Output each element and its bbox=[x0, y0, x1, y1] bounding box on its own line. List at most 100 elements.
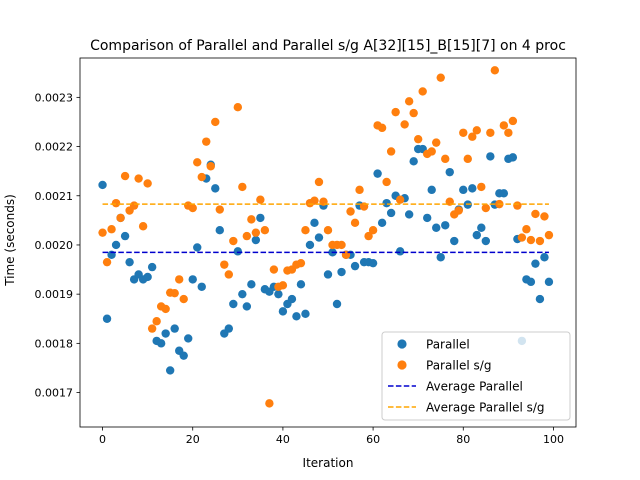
point-parallel bbox=[310, 218, 319, 228]
point-parallel bbox=[184, 334, 193, 343]
point-parallel bbox=[296, 280, 306, 289]
point-parallel-s-g bbox=[468, 132, 477, 141]
point-parallel-s-g bbox=[247, 215, 256, 224]
point-parallel bbox=[125, 257, 134, 267]
point-parallel-s-g bbox=[517, 233, 527, 242]
point-parallel-s-g bbox=[161, 304, 170, 314]
point-parallel-s-g bbox=[301, 226, 310, 235]
point-parallel bbox=[377, 218, 387, 228]
point-parallel-s-g bbox=[355, 185, 364, 195]
point-parallel-s-g bbox=[206, 162, 215, 171]
point-parallel bbox=[292, 312, 301, 321]
point-parallel bbox=[544, 277, 554, 287]
point-parallel-s-g bbox=[193, 158, 202, 167]
point-parallel bbox=[193, 243, 202, 252]
point-parallel bbox=[337, 267, 346, 277]
point-parallel bbox=[251, 235, 261, 245]
point-parallel-s-g bbox=[544, 230, 554, 240]
point-parallel-s-g bbox=[490, 66, 500, 75]
point-parallel-s-g bbox=[486, 128, 495, 137]
point-parallel-s-g bbox=[296, 258, 306, 268]
point-parallel bbox=[278, 307, 288, 316]
point-parallel-s-g bbox=[116, 213, 125, 223]
point-parallel-s-g bbox=[499, 121, 509, 130]
point-parallel-s-g bbox=[179, 294, 188, 304]
point-parallel-s-g bbox=[238, 182, 247, 192]
y-tick-label: 0.0021 bbox=[35, 190, 74, 203]
point-parallel bbox=[468, 184, 477, 193]
point-parallel-s-g bbox=[526, 235, 536, 245]
point-parallel-s-g bbox=[472, 126, 481, 135]
point-parallel-s-g bbox=[477, 182, 486, 192]
point-parallel bbox=[436, 253, 445, 262]
point-parallel bbox=[409, 157, 418, 166]
point-parallel-s-g bbox=[175, 275, 184, 284]
point-parallel bbox=[450, 236, 459, 246]
point-parallel bbox=[427, 185, 436, 195]
point-parallel bbox=[161, 329, 170, 338]
x-tick-label: 0 bbox=[99, 433, 106, 446]
point-parallel-s-g bbox=[395, 195, 405, 204]
point-parallel-s-g bbox=[134, 174, 143, 183]
point-parallel bbox=[526, 277, 536, 287]
y-tick-label: 0.0019 bbox=[35, 288, 74, 301]
point-parallel-s-g bbox=[269, 265, 279, 274]
point-parallel-s-g bbox=[152, 317, 161, 326]
point-parallel-s-g bbox=[323, 226, 333, 235]
point-parallel bbox=[229, 299, 238, 309]
point-parallel bbox=[481, 236, 491, 246]
legend: Parallel Parallel s/g Average Parallel Aver… bbox=[381, 331, 571, 421]
point-parallel bbox=[441, 221, 450, 230]
y-tick-label: 0.0023 bbox=[35, 91, 74, 104]
point-parallel bbox=[305, 240, 315, 250]
point-parallel bbox=[459, 185, 468, 195]
point-parallel-s-g bbox=[377, 123, 387, 133]
point-parallel-s-g bbox=[211, 117, 220, 127]
point-parallel-s-g bbox=[147, 324, 157, 333]
y-tick-label: 0.0017 bbox=[35, 387, 74, 400]
point-parallel bbox=[238, 289, 247, 299]
x-tick-label: 80 bbox=[456, 433, 470, 446]
point-parallel bbox=[535, 294, 545, 304]
point-parallel-s-g bbox=[215, 205, 224, 214]
point-parallel bbox=[432, 223, 441, 232]
point-parallel bbox=[143, 272, 152, 282]
point-parallel bbox=[256, 213, 265, 223]
point-parallel-s-g bbox=[143, 179, 152, 188]
point-parallel bbox=[508, 153, 518, 162]
point-parallel-s-g bbox=[265, 399, 274, 408]
legend-marker bbox=[397, 360, 407, 370]
point-parallel bbox=[147, 262, 157, 272]
point-parallel-s-g bbox=[386, 147, 396, 156]
point-parallel bbox=[373, 169, 382, 178]
point-parallel-s-g bbox=[233, 103, 243, 112]
point-parallel-s-g bbox=[129, 201, 139, 210]
point-parallel bbox=[188, 275, 197, 284]
point-parallel bbox=[211, 184, 220, 193]
point-parallel-s-g bbox=[242, 231, 252, 241]
point-parallel-s-g bbox=[522, 225, 531, 234]
plot-area: 0 20 40 60 80 100 0.0017 0.0018 0.0019 0.0020 0.00… bbox=[35, 57, 577, 446]
point-parallel-s-g bbox=[337, 240, 346, 250]
point-parallel-s-g bbox=[138, 222, 148, 231]
x-tick-label: 40 bbox=[276, 433, 290, 446]
point-parallel-s-g bbox=[441, 154, 450, 164]
point-parallel-s-g bbox=[102, 257, 112, 267]
point-parallel-s-g bbox=[418, 87, 427, 96]
x-tick-label: 60 bbox=[366, 433, 380, 446]
chart-title: Comparison of Parallel and Parallel s/g … bbox=[90, 38, 566, 54]
point-parallel bbox=[445, 167, 454, 177]
legend-label: Average Parallel bbox=[426, 380, 523, 394]
point-parallel bbox=[156, 339, 166, 348]
point-parallel-s-g bbox=[436, 73, 445, 82]
point-parallel-s-g bbox=[107, 225, 116, 234]
point-parallel bbox=[332, 299, 342, 309]
legend-label: Average Parallel s/g bbox=[426, 401, 545, 415]
point-parallel bbox=[423, 213, 432, 223]
point-parallel-s-g bbox=[310, 196, 319, 205]
point-parallel-s-g bbox=[350, 218, 360, 228]
point-parallel-s-g bbox=[454, 206, 463, 215]
point-parallel-s-g bbox=[368, 226, 378, 235]
x-axis-label: Iteration bbox=[303, 456, 354, 470]
point-parallel-s-g bbox=[256, 195, 265, 204]
